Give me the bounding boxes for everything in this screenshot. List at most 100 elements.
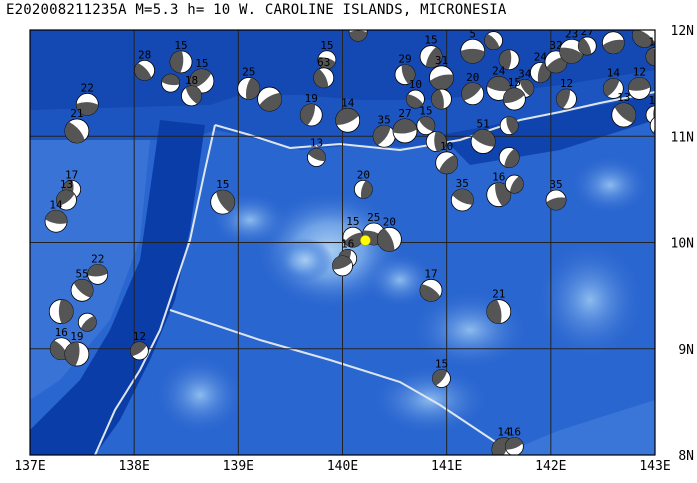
depth-label: 55 — [75, 267, 88, 280]
depth-label: 34 — [518, 67, 532, 80]
depth-label: 12 — [633, 65, 646, 78]
focal-mechanism — [348, 30, 368, 42]
x-tick-label: 140E — [327, 459, 358, 474]
focal-mechanism — [169, 50, 193, 74]
focal-mechanism — [461, 82, 485, 106]
x-tick-label: 142E — [535, 459, 566, 474]
focal-mechanism — [419, 278, 443, 302]
focal-mechanism — [307, 148, 326, 167]
focal-mechanism — [429, 65, 454, 91]
focal-mechanism — [237, 77, 261, 100]
y-axis-ticks: 12N 11N 10N 9N 8N — [671, 24, 694, 464]
depth-label: 22 — [91, 252, 104, 265]
focal-mechanism — [530, 62, 551, 83]
y-tick-label: 8N — [678, 449, 694, 464]
focal-mechanism — [56, 189, 77, 211]
focal-mechanism — [431, 88, 452, 110]
depth-label: 13 — [617, 91, 630, 104]
depth-label: 15 — [195, 57, 208, 70]
focal-mechanism — [342, 226, 364, 248]
depth-label: 24 — [534, 51, 548, 64]
depth-label: 23 — [565, 27, 578, 40]
depth-label: 22 — [81, 81, 94, 94]
map-frame — [29, 29, 656, 456]
focal-mechanism — [353, 179, 373, 199]
y-tick-label: 10N — [671, 237, 694, 252]
focal-mechanism — [332, 255, 353, 277]
depth-label: 15 — [216, 178, 229, 191]
depth-label: 32 — [549, 39, 562, 52]
depth-label: 51 — [477, 118, 490, 131]
focal-mechanism — [498, 49, 520, 71]
focal-mechanism — [129, 341, 149, 361]
depth-label: 12 — [648, 94, 661, 107]
focal-mechanism — [649, 116, 655, 135]
depth-label: 27 — [398, 107, 411, 120]
focal-mechanism — [470, 129, 496, 154]
focal-mechanism — [376, 226, 402, 252]
focal-mechanism — [556, 88, 577, 110]
depth-label: 25 — [242, 65, 255, 78]
focal-mechanism — [313, 67, 335, 89]
depth-label: 35 — [549, 178, 562, 191]
focal-mechanism — [601, 31, 625, 55]
focal-mechanism — [406, 89, 425, 109]
depth-label: 16 — [55, 326, 68, 339]
focal-mechanism — [70, 278, 94, 302]
plate-boundary-arc — [94, 124, 216, 455]
depth-label: 12 — [133, 330, 146, 343]
focal-mechanism — [504, 174, 524, 194]
focal-mechanism — [577, 36, 597, 56]
depth-label: 14 — [497, 426, 511, 439]
epicenter-marker — [360, 235, 371, 246]
depth-label: 10 — [409, 78, 422, 91]
focal-mechanism — [134, 59, 155, 81]
depth-label: 35 — [378, 113, 391, 126]
focal-mechanism — [257, 86, 282, 112]
focal-mechanism — [64, 118, 90, 144]
depth-label: 19 — [305, 92, 318, 105]
focal-mechanism — [161, 73, 181, 93]
focal-mechanism — [416, 116, 436, 136]
focal-mechanism — [499, 116, 519, 136]
depth-label: 13 — [310, 137, 323, 150]
depth-label: 20 — [383, 215, 396, 228]
bathymetry: 28 15 15 18 25 15 63 19 14 13 29 15 31 10 35 27 15 10 5 87 2… — [30, 11, 661, 455]
x-tick-label: 138E — [119, 459, 150, 474]
focal-mechanism — [450, 188, 474, 212]
focal-mechanism — [504, 437, 524, 455]
focal-mechanism — [210, 189, 236, 215]
depth-label: 15 — [648, 36, 661, 49]
depth-label: 15 — [435, 358, 448, 371]
focal-mechanism — [602, 78, 624, 99]
focal-mechanism — [611, 102, 637, 128]
depth-label: 16 — [341, 237, 354, 250]
depth-label: 18 — [185, 74, 198, 87]
depth-label: 19 — [70, 330, 83, 343]
depth-label: 31 — [435, 54, 448, 67]
depth-label: 87 — [487, 20, 500, 33]
depth-label: 14 — [341, 96, 355, 109]
depth-label: 20 — [607, 20, 620, 33]
focal-mechanism — [392, 118, 418, 144]
depth-label: 12 — [560, 77, 573, 90]
focal-mechanism — [486, 299, 512, 324]
depth-label: 25 — [638, 11, 651, 24]
depth-label: 63 — [317, 56, 330, 69]
focal-mechanism — [317, 50, 337, 70]
event-layer: 28 15 15 18 25 15 63 19 14 13 29 15 31 10 35 27 15 10 5 87 2… — [44, 11, 661, 455]
focal-mechanism — [372, 124, 396, 148]
focal-mechanism — [498, 147, 520, 168]
focal-mechanism — [502, 87, 526, 111]
focal-mechanism — [425, 131, 447, 152]
depth-label: 16 — [508, 426, 521, 439]
depth-label: 15 — [419, 105, 432, 118]
focal-mechanism — [419, 45, 443, 68]
x-tick-label: 141E — [431, 459, 462, 474]
focal-mechanism — [545, 189, 567, 211]
focal-mechanism — [181, 85, 202, 107]
x-tick-label: 137E — [14, 459, 45, 474]
focal-mechanism — [484, 31, 503, 51]
focal-mechanism — [64, 341, 90, 367]
y-tick-label: 11N — [671, 130, 694, 145]
